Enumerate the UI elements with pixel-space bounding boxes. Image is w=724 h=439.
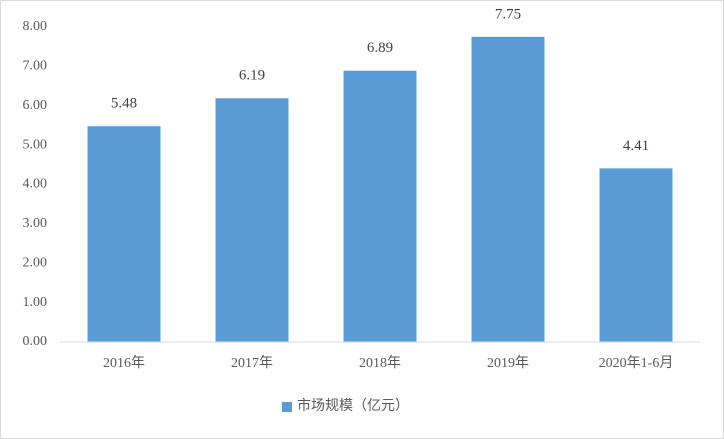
legend-swatch (282, 402, 292, 412)
bar (87, 126, 161, 342)
data-label: 7.75 (495, 6, 521, 22)
x-tick-label: 2019年 (487, 355, 529, 371)
x-tick-label: 2017年 (231, 355, 273, 371)
data-label: 6.19 (239, 68, 265, 84)
y-tick-label: 3.00 (23, 216, 48, 231)
x-tick-label: 2018年 (359, 355, 401, 371)
y-tick-label: 6.00 (23, 98, 48, 113)
bar (343, 70, 417, 343)
bar (215, 98, 289, 342)
y-tick-label: 2.00 (23, 255, 48, 270)
x-tick-label: 2020年1-6月 (599, 355, 674, 371)
y-tick-label: 5.00 (23, 137, 48, 152)
legend-label: 市场规模（亿元） (297, 397, 409, 414)
bar (599, 168, 673, 342)
data-label: 4.41 (623, 138, 649, 154)
x-tick-label: 2016年 (103, 355, 145, 371)
y-tick-label: 0.00 (23, 334, 48, 349)
y-tick-label: 1.00 (23, 295, 48, 310)
y-tick-label: 8.00 (23, 19, 48, 34)
data-label: 6.89 (367, 40, 393, 56)
data-label: 5.48 (111, 96, 137, 112)
y-tick-label: 4.00 (23, 177, 48, 192)
bar (471, 36, 545, 342)
y-tick-label: 7.00 (23, 59, 48, 74)
